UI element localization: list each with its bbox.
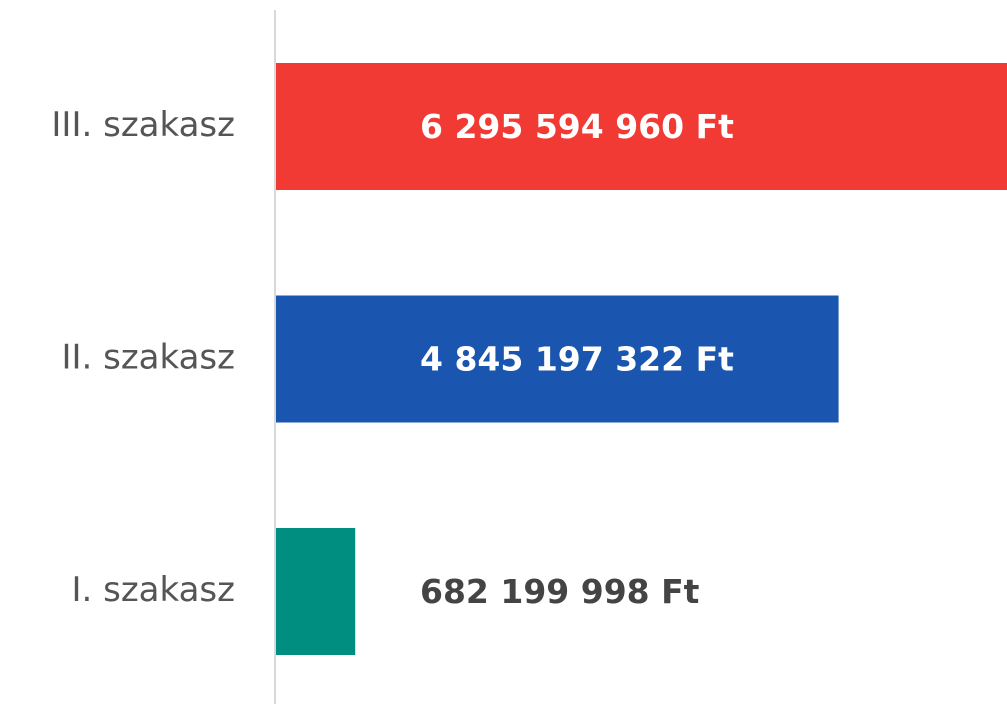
value-label: 6 295 594 960 Ft	[420, 107, 734, 146]
bar	[276, 295, 839, 423]
bar	[276, 63, 1007, 190]
bar	[276, 528, 356, 655]
category-label: I. szakasz	[71, 570, 235, 610]
value-label: 682 199 998 Ft	[420, 572, 700, 611]
category-label: II. szakasz	[61, 338, 235, 378]
value-label: 4 845 197 322 Ft	[420, 340, 734, 379]
category-label: III. szakasz	[51, 105, 235, 145]
